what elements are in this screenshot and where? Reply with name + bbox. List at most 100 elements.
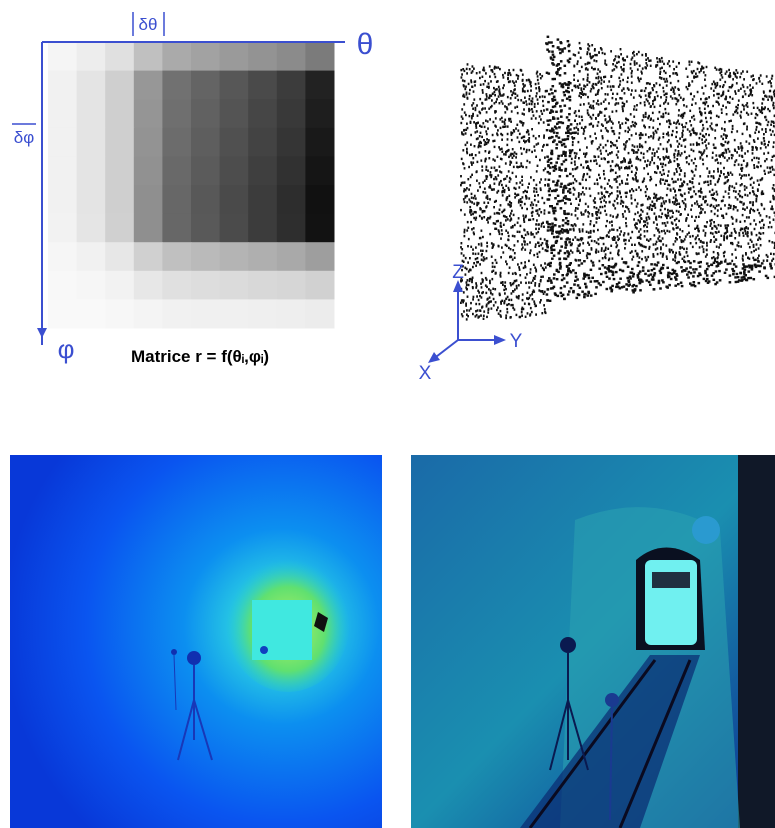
cloud-point [736, 76, 738, 79]
cloud-point [695, 268, 698, 271]
cloud-point [739, 114, 742, 117]
cloud-point [645, 258, 648, 261]
cloud-point [672, 258, 674, 261]
cloud-point [637, 157, 640, 161]
cloud-point [737, 163, 740, 166]
cloud-point [630, 75, 633, 78]
cloud-point [608, 235, 610, 238]
cloud-point [619, 202, 622, 205]
cloud-point [615, 177, 617, 181]
cloud-point [532, 233, 534, 236]
cloud-point [688, 130, 691, 133]
cloud-point [743, 277, 746, 280]
cloud-point [740, 110, 743, 114]
cloud-point [497, 174, 500, 177]
cloud-point [607, 160, 610, 164]
cloud-point [471, 201, 473, 204]
cloud-point [565, 83, 569, 86]
cloud-point [487, 127, 489, 130]
cloud-point [469, 200, 472, 203]
cloud-point [618, 287, 622, 290]
cloud-point [663, 222, 666, 225]
cloud-point [653, 192, 656, 196]
cloud-point [555, 230, 558, 234]
cloud-point [742, 203, 745, 206]
cloud-point [586, 252, 589, 255]
cloud-point [702, 92, 705, 95]
cloud-point [701, 152, 704, 155]
cloud-point [499, 275, 502, 278]
cloud-point [530, 231, 533, 234]
cloud-point [476, 261, 478, 264]
cloud-point [585, 152, 588, 155]
cloud-point [466, 147, 468, 151]
cloud-point [645, 54, 647, 57]
cloud-point [741, 227, 743, 231]
cloud-point [723, 238, 725, 242]
cloud-point [763, 267, 766, 270]
cloud-point [577, 203, 580, 206]
cloud-point [704, 234, 707, 237]
cloud-point [699, 110, 701, 113]
cloud-point [696, 234, 699, 237]
cloud-point [735, 272, 739, 276]
cloud-point [683, 150, 686, 154]
cloud-point [701, 129, 704, 132]
cloud-point [528, 102, 531, 106]
cloud-point [732, 189, 735, 193]
cloud-point [652, 131, 655, 134]
cloud-point [556, 194, 560, 197]
cloud-point [534, 137, 537, 140]
cloud-point [537, 121, 540, 125]
cloud-point [521, 243, 523, 246]
cloud-point [772, 252, 775, 256]
cloud-point [590, 117, 593, 120]
cloud-point [690, 208, 692, 211]
cloud-point [534, 245, 537, 248]
cloud-point [466, 141, 469, 144]
cloud-point [656, 57, 658, 60]
cloud-point [772, 257, 775, 261]
cloud-point [594, 82, 597, 86]
cloud-point [576, 85, 579, 88]
cloud-point [512, 91, 514, 94]
cloud-point [480, 216, 483, 220]
cloud-point [770, 120, 773, 123]
cloud-point [687, 276, 690, 279]
cloud-point [551, 229, 554, 233]
cloud-point [513, 279, 516, 283]
cloud-point [524, 264, 526, 267]
cloud-point [697, 227, 700, 230]
cloud-point [635, 171, 637, 175]
cloud-point [493, 188, 495, 191]
cloud-point [598, 113, 600, 116]
cloud-point [709, 179, 712, 183]
cloud-point [584, 282, 587, 286]
cloud-point [531, 100, 534, 103]
cloud-point [643, 245, 646, 248]
cloud-point [654, 171, 656, 174]
cloud-point [681, 194, 684, 198]
cloud-point [483, 201, 486, 204]
cloud-point [690, 284, 693, 287]
cloud-point [533, 235, 536, 239]
cloud-point [732, 208, 735, 211]
cloud-point [477, 252, 480, 255]
cloud-point [564, 243, 568, 246]
cloud-point [623, 143, 625, 146]
cloud-point [651, 200, 654, 203]
cloud-point [480, 159, 483, 162]
cloud-point [632, 178, 635, 181]
cloud-point [744, 152, 746, 155]
matrix-cell [219, 70, 249, 100]
cloud-point [729, 206, 732, 209]
cloud-point [495, 220, 498, 223]
cloud-point [684, 203, 687, 206]
cloud-point [553, 105, 557, 108]
cloud-point [755, 121, 758, 124]
cloud-point [772, 184, 775, 187]
cloud-point [552, 63, 555, 66]
cloud-point [504, 285, 506, 288]
cloud-point [749, 177, 752, 181]
cloud-point [463, 85, 465, 88]
